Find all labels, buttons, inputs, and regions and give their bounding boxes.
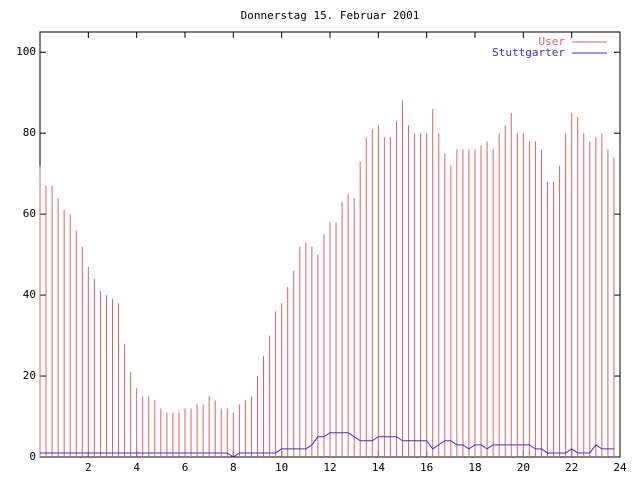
y-tick-label: 20 [23, 369, 36, 382]
x-tick-label: 4 [133, 461, 140, 474]
x-tick-label: 16 [420, 461, 433, 474]
x-tick-label: 6 [182, 461, 189, 474]
y-tick-label: 0 [29, 450, 36, 463]
x-tick-label: 20 [517, 461, 530, 474]
y-tick-label: 80 [23, 126, 36, 139]
x-tick-label: 8 [230, 461, 237, 474]
y-tick-label: 40 [23, 288, 36, 301]
y-tick-label: 60 [23, 207, 36, 220]
x-tick-label: 2 [85, 461, 92, 474]
x-tick-label: 10 [275, 461, 288, 474]
x-tick-label: 14 [372, 461, 386, 474]
legend-label: Stuttgarter [492, 46, 565, 59]
series-line [40, 432, 614, 458]
x-tick-label: 12 [323, 461, 336, 474]
x-tick-label: 22 [565, 461, 578, 474]
x-tick-label: 18 [468, 461, 481, 474]
legend-label: User [539, 35, 566, 48]
x-tick-label: 24 [613, 461, 627, 474]
chart-title: Donnerstag 15. Februar 2001 [241, 9, 420, 22]
y-tick-label: 100 [16, 45, 36, 58]
